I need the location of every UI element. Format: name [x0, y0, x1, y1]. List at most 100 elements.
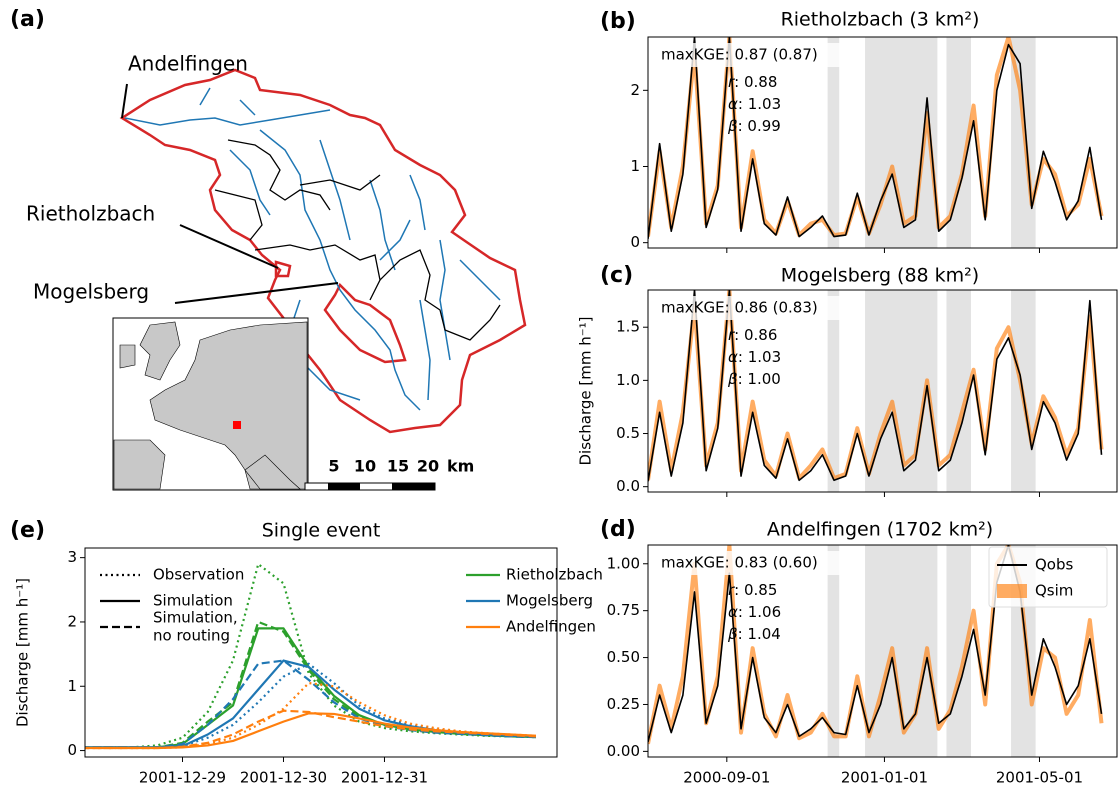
leader-line	[174, 282, 339, 304]
stat-label: r: 0.86	[728, 326, 777, 344]
y-tick-label: 0.5	[616, 424, 640, 442]
plot-area	[648, 545, 1104, 757]
legend-label: Rietholzbach	[506, 566, 603, 584]
axes-frame	[647, 289, 1118, 493]
scale-label: 10	[354, 457, 376, 476]
annotation: maxKGE: 0.87 (0.87)	[661, 46, 818, 64]
plot-area	[85, 562, 537, 750]
axes-frame	[647, 36, 1118, 249]
annotation: maxKGE: 0.86 (0.83)	[661, 299, 818, 317]
y-axis-label: Discharge [mm h⁻¹]	[577, 316, 595, 465]
y-tick-label: 2	[67, 612, 77, 630]
stat-value: : 1.06	[738, 603, 781, 621]
legend-label: Simulation,	[153, 609, 238, 627]
shaded-period	[827, 545, 840, 757]
panel-label: (d)	[600, 517, 636, 542]
plot-area	[648, 290, 1104, 492]
stat-symbol: β	[727, 370, 738, 388]
legend-label: Andelfingen	[506, 618, 596, 636]
stat-symbol: r	[728, 73, 735, 91]
stat-label: α: 1.03	[728, 95, 781, 113]
legend-label: no routing	[153, 627, 230, 645]
scale-bar: 5 10 15 20 km	[304, 455, 476, 491]
stat-symbol: β	[727, 625, 738, 643]
x-tick-label: 2001-12-30	[240, 769, 327, 787]
legend-swatch	[997, 584, 1027, 598]
stat-value: : 1.04	[738, 625, 781, 643]
inset-map	[112, 317, 309, 491]
catchment-outline	[119, 68, 527, 434]
y-tick-label: 1.0	[616, 371, 640, 389]
y-tick-label: 0.0	[616, 477, 640, 495]
series-line	[85, 712, 537, 750]
legend-label: Qobs	[1035, 556, 1074, 574]
series-line	[85, 562, 536, 749]
stat-value: : 0.85	[734, 581, 777, 599]
chart-title: Mogelsberg (88 km²)	[781, 265, 979, 287]
stat-label: β: 1.04	[727, 625, 781, 643]
leader-line	[179, 224, 279, 269]
shaded-period	[946, 545, 972, 757]
map-label: Andelfingen	[128, 52, 248, 76]
x-tick-label: 2001-12-31	[341, 769, 428, 787]
chart-title: Andelfingen (1702 km²)	[767, 519, 993, 541]
y-axis-label: Discharge [mm h⁻¹]	[14, 578, 32, 727]
y-tick-label: 0	[67, 741, 77, 759]
stat-symbol: r	[728, 581, 735, 599]
stat-label: β: 1.00	[727, 370, 781, 388]
y-tick-label: 0	[630, 233, 640, 251]
subcatchment-outline	[323, 282, 407, 364]
stat-label: α: 1.06	[728, 603, 781, 621]
stat-value: : 1.03	[738, 95, 781, 113]
stat-symbol: α	[728, 95, 738, 113]
stat-label: β: 0.99	[727, 117, 781, 135]
stat-label: r: 0.88	[728, 73, 777, 91]
stat-value: : 0.86	[734, 326, 777, 344]
map-panel: (a) Andelfingen Riethol	[10, 7, 527, 491]
y-tick-label: 0.25	[607, 695, 640, 713]
y-tick-label: 1.00	[607, 554, 640, 572]
legend-label: Simulation	[153, 592, 233, 610]
y-tick-label: 0.75	[607, 601, 640, 619]
panel-label: (a)	[10, 7, 45, 32]
series-line	[85, 627, 536, 749]
stat-value: : 0.88	[734, 73, 777, 91]
annotation-box	[656, 551, 860, 575]
panel-label: (e)	[10, 518, 45, 543]
y-tick-label: 1	[630, 157, 640, 175]
panel-label: (c)	[600, 263, 633, 288]
x-tick-label: 2001-01-01	[841, 769, 928, 787]
annotation-box	[656, 296, 860, 320]
stat-label: r: 0.85	[728, 581, 777, 599]
stat-symbol: α	[728, 348, 738, 366]
stat-label: α: 1.03	[728, 348, 781, 366]
stat-value: : 0.99	[738, 117, 781, 135]
legend-label: Observation	[153, 566, 244, 584]
axes-frame	[84, 547, 558, 758]
stat-value: : 1.03	[738, 348, 781, 366]
map-label: Rietholzbach	[26, 202, 155, 226]
scale-unit: km	[447, 457, 474, 476]
scale-label: 20	[417, 457, 439, 476]
scale-label: 15	[387, 457, 409, 476]
y-tick-label: 2	[630, 81, 640, 99]
scale-label: 5	[328, 457, 339, 476]
y-tick-label: 1.5	[616, 318, 640, 336]
annotation: maxKGE: 0.83 (0.60)	[661, 554, 818, 572]
plot-area	[648, 37, 1104, 248]
chart-title: Single event	[262, 520, 381, 542]
legend-label: Qsim	[1035, 582, 1073, 600]
y-tick-label: 0.50	[607, 648, 640, 666]
chart-title: Rietholzbach (3 km²)	[781, 9, 980, 31]
series-line	[648, 290, 1103, 482]
y-tick-label: 1	[67, 677, 77, 695]
map-label: Mogelsberg	[33, 280, 149, 304]
leader-line	[121, 83, 128, 119]
series-line	[85, 709, 537, 750]
stat-symbol: β	[727, 117, 738, 135]
stat-value: : 1.00	[738, 370, 781, 388]
series-line	[648, 37, 1103, 239]
x-tick-label: 2000-09-01	[683, 769, 770, 787]
y-tick-label: 3	[67, 548, 77, 566]
